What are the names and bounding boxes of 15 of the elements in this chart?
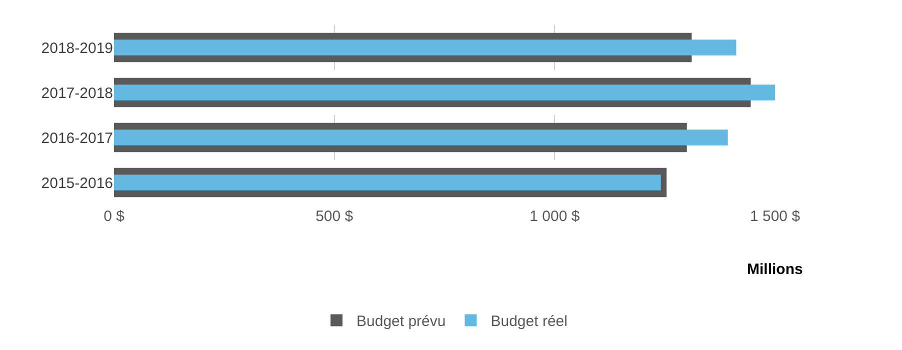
y-tick-label: 2015-2016 — [41, 174, 113, 192]
bar — [114, 130, 728, 146]
bar — [114, 40, 736, 56]
legend-label: Budget réel — [490, 313, 568, 330]
bar — [114, 84, 775, 100]
y-tick-label: 2016-2017 — [41, 130, 113, 147]
y-tick-label: 2017-2018 — [41, 84, 113, 102]
bar — [114, 174, 661, 190]
x-tick-label: 1 000 $ — [530, 208, 580, 225]
x-axis-title: Millions — [747, 261, 803, 278]
y-tick-label: 2018-2019 — [41, 40, 113, 57]
legend-label: Budget prévu — [356, 313, 446, 330]
x-tick-label: 500 $ — [316, 208, 354, 225]
x-tick-label: 1 500 $ — [750, 208, 801, 225]
x-tick-label: 0 $ — [104, 208, 126, 225]
